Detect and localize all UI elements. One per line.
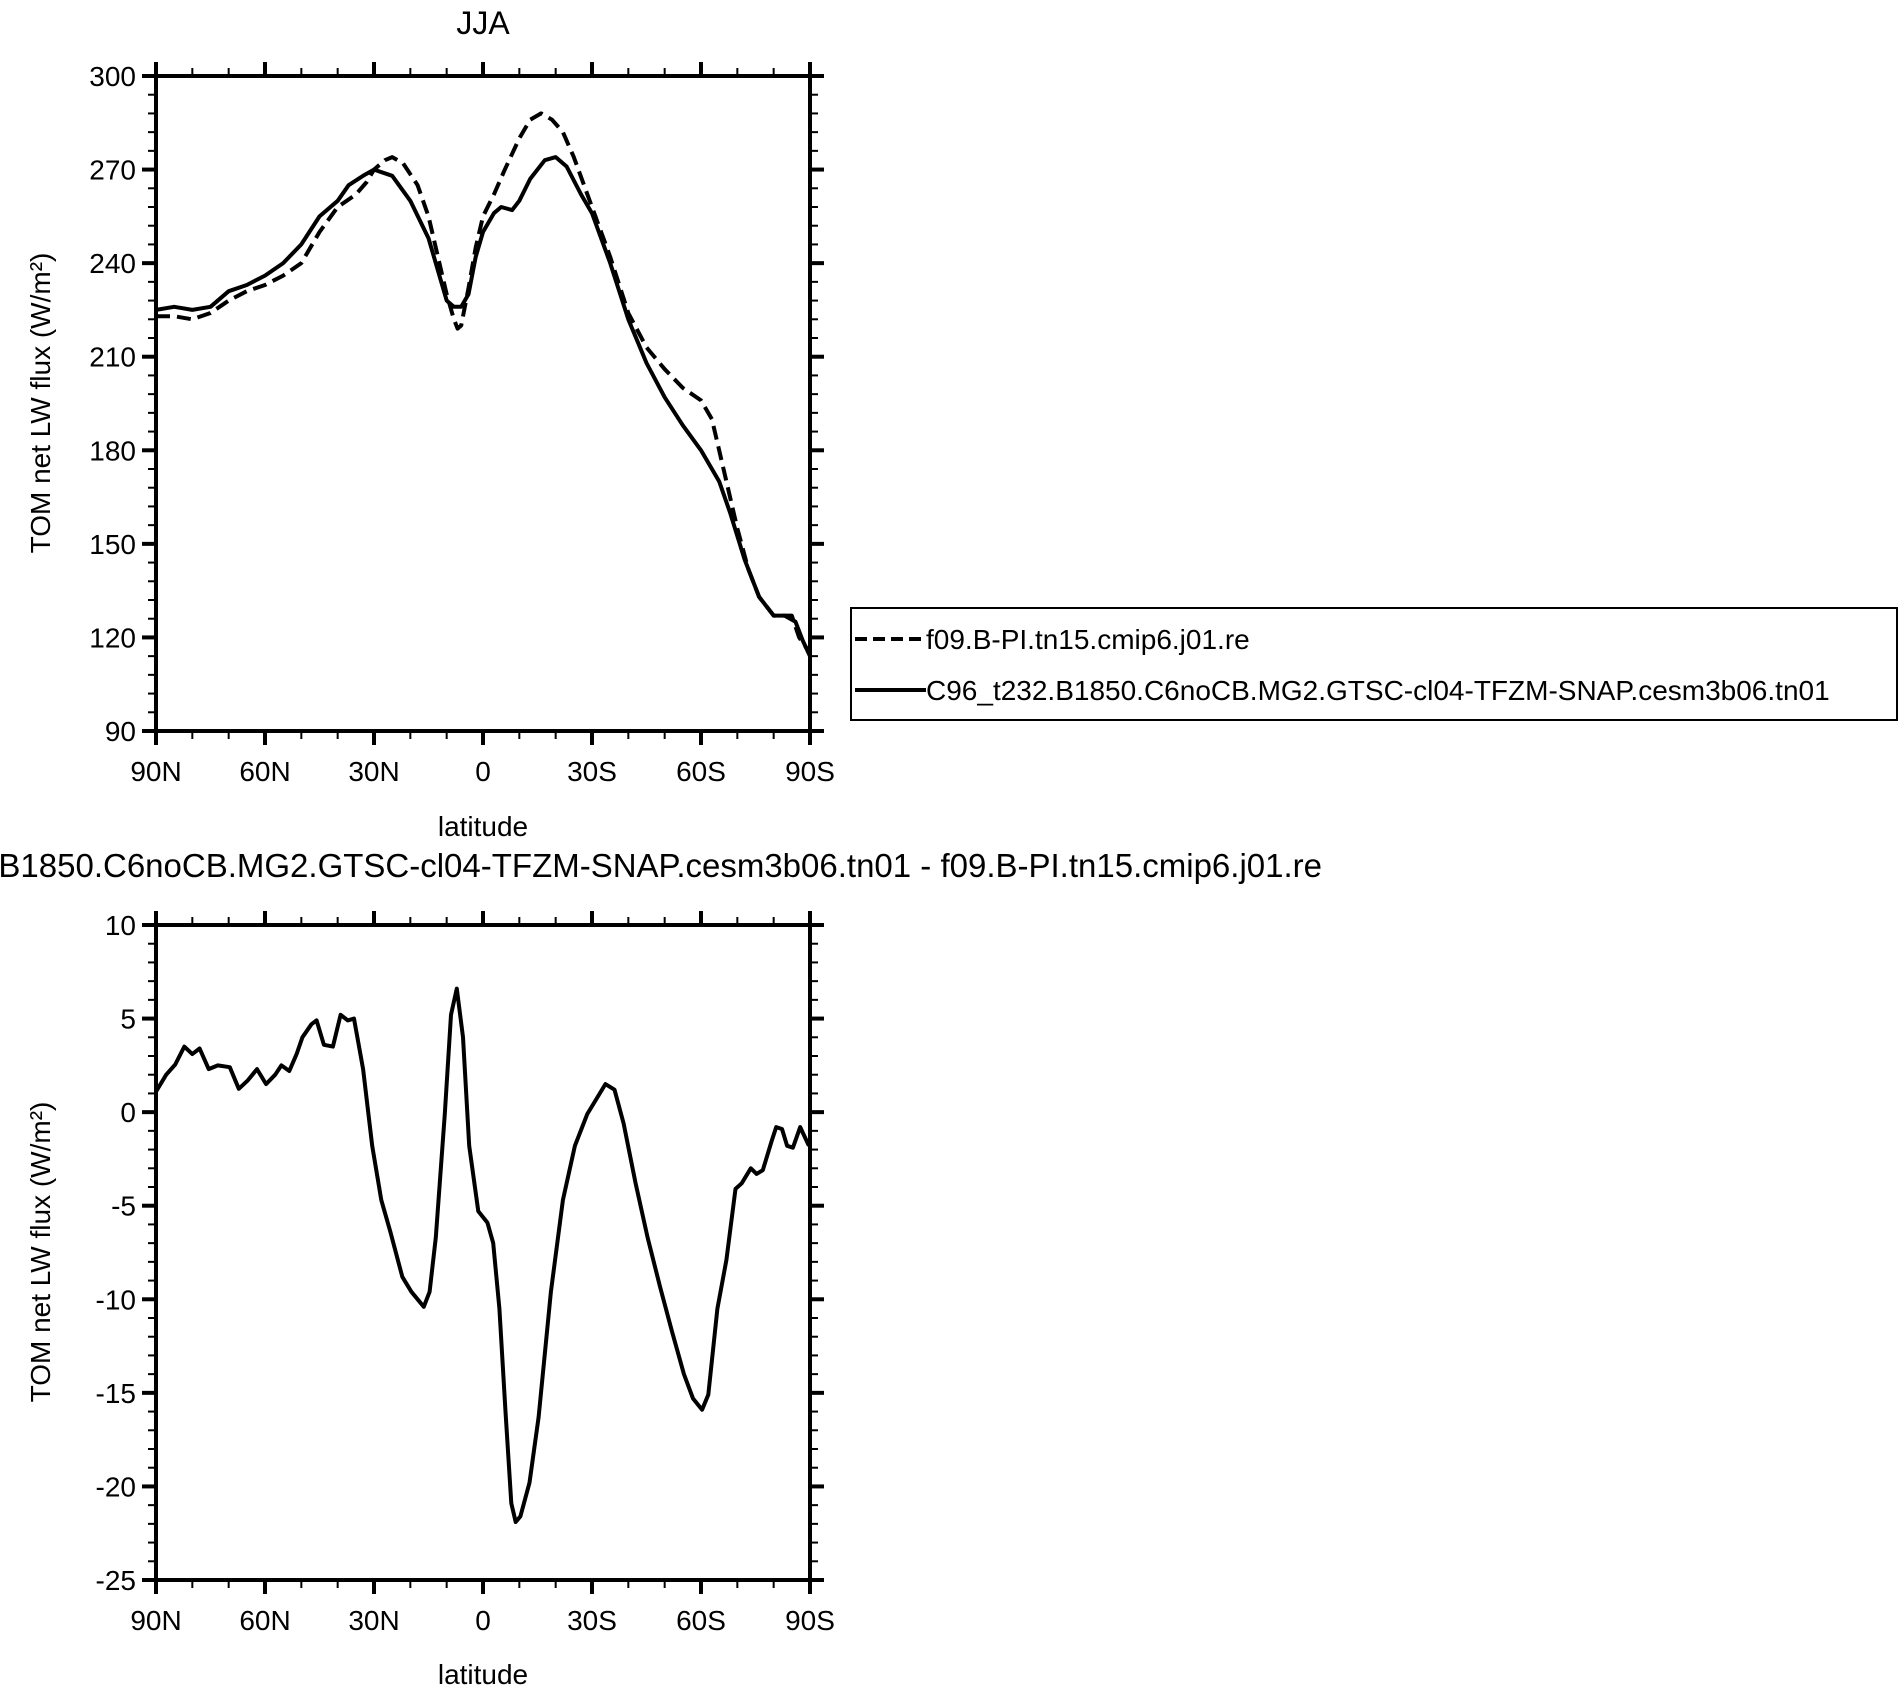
x-tick-label: 60N [239,1605,290,1636]
bottom-y-axis-label: TOM net LW flux (W/m²) [25,1102,56,1403]
x-tick-label: 30N [348,1605,399,1636]
x-tick-label: 60N [239,756,290,787]
y-tick-label: 120 [89,622,136,653]
series-line-solid [154,986,811,1524]
y-tick-label: -20 [96,1471,136,1502]
y-tick-label: -5 [111,1191,136,1222]
x-tick-label: 30N [348,756,399,787]
bottom-x-axis-label: latitude [438,1659,528,1688]
bottom-panel: C96_t232.B1850.C6noCB.MG2.GTSC-cl04-TFZM… [0,847,1322,1688]
plot-frame [154,74,812,733]
x-tick-label: 60S [676,756,726,787]
y-tick-label: -15 [96,1378,136,1409]
plot-frame [154,923,812,1582]
y-tick-label: 10 [105,910,136,941]
x-tick-label: 90N [130,1605,181,1636]
y-tick-label: 240 [89,248,136,279]
x-tick-label: 0 [475,1605,491,1636]
top-y-axis-label: TOM net LW flux (W/m²) [25,253,56,554]
x-tick-label: 90S [785,1605,835,1636]
legend-label-c96: C96_t232.B1850.C6noCB.MG2.GTSC-cl04-TFZM… [926,675,1830,706]
y-tick-label: 300 [89,61,136,92]
x-tick-label: 0 [475,756,491,787]
legend: f09.B-PI.tn15.cmip6.j01.re C96_t232.B185… [850,607,1898,721]
y-tick-label: 270 [89,155,136,186]
x-tick-label: 60S [676,1605,726,1636]
top-panel: JJA latitude TOM net LW flux (W/m²) 90N 6… [25,5,835,842]
legend-box [850,607,1898,721]
y-tick-label: 90 [105,716,136,747]
y-tick-label: 0 [120,1097,136,1128]
y-tick-label: 150 [89,529,136,560]
legend-label-f09: f09.B-PI.tn15.cmip6.j01.re [926,624,1250,655]
y-tick-label: 5 [120,1004,136,1035]
y-tick-label: 180 [89,435,136,466]
y-tick-label: -10 [96,1284,136,1315]
x-tick-label: 30S [567,756,617,787]
series-line-solid [155,155,812,657]
bottom-chart-title: C96_t232.B1850.C6noCB.MG2.GTSC-cl04-TFZM… [0,847,1322,884]
x-tick-label: 30S [567,1605,617,1636]
top-x-axis-label: latitude [438,811,528,842]
y-tick-label: 210 [89,342,136,373]
x-tick-label: 90S [785,756,835,787]
series-line-dashed [156,111,812,655]
x-tick-label: 90N [130,756,181,787]
y-tick-label: -25 [96,1565,136,1596]
top-chart-title: JJA [456,5,510,41]
